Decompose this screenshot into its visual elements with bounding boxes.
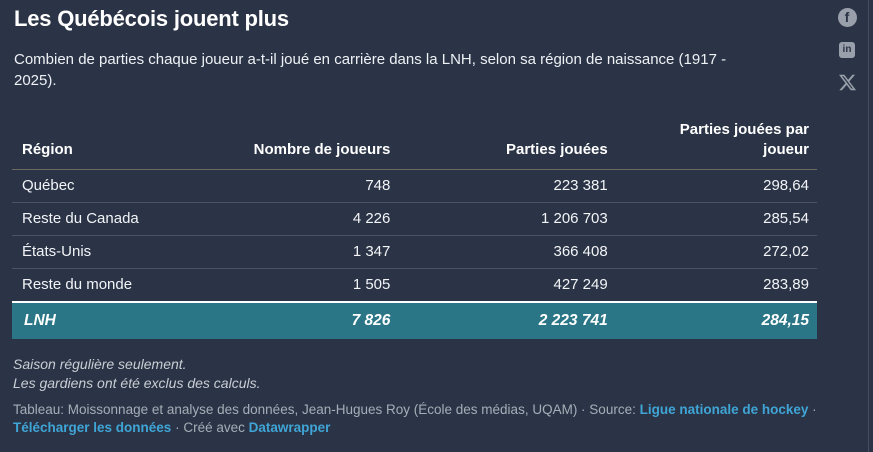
cell-region: États-Unis: [12, 235, 206, 269]
attribution-line: Tableau: Moissonnage et analyse des donn…: [13, 401, 861, 436]
cell-players: 748: [205, 169, 399, 203]
x-twitter-share-icon[interactable]: [838, 73, 857, 92]
total-players: 7 826: [205, 301, 399, 339]
column-header-players: Nombre de joueurs: [205, 120, 399, 170]
cell-players: 4 226: [205, 202, 399, 236]
total-games-per-player: 284,15: [615, 301, 817, 339]
cell-games-per-player: 283,89: [615, 268, 817, 303]
cell-players: 1 347: [205, 235, 399, 269]
page-edge-divider: [868, 0, 869, 452]
table-row: Reste du Canada 4 226 1 206 703 285,54: [12, 202, 817, 236]
cell-games-per-player: 285,54: [615, 202, 817, 236]
cell-region: Reste du Canada: [12, 202, 206, 236]
table-total-row: LNH 7 826 2 223 741 284,15: [12, 301, 817, 339]
page-title: Les Québécois jouent plus: [14, 6, 289, 31]
table-row: Québec 748 223 381 298,64: [12, 169, 817, 203]
attribution-separator: ·: [808, 402, 817, 417]
cell-games: 1 206 703: [398, 202, 616, 236]
cell-games-per-player: 272,02: [615, 235, 817, 269]
footnote-line: Saison régulière seulement.: [13, 356, 187, 372]
cell-region: Reste du monde: [12, 268, 206, 303]
cell-players: 1 505: [205, 268, 399, 303]
attribution-prefix: Tableau: Moissonnage et analyse des donn…: [13, 402, 640, 417]
chart-subtitle: Combien de parties chaque joueur a-t-il …: [14, 51, 727, 89]
footnote-line: Les gardiens ont été exclus des calculs.: [13, 374, 261, 391]
table-row: Reste du monde 1 505 427 249 283,89: [12, 268, 817, 303]
source-link[interactable]: Ligue nationale de hockey: [639, 402, 809, 417]
column-header-games-per-player: Parties jouées par joueur: [615, 120, 817, 170]
total-region: LNH: [12, 301, 206, 339]
cell-games: 366 408: [398, 235, 616, 269]
cell-games: 223 381: [398, 169, 616, 203]
attribution-separator: · Créé avec: [171, 419, 249, 435]
column-header-games: Parties jouées: [398, 120, 616, 170]
social-share-bar: f in: [836, 8, 858, 92]
download-data-link[interactable]: Télécharger les données: [13, 419, 172, 435]
linkedin-share-icon[interactable]: in: [839, 42, 855, 58]
cell-games: 427 249: [398, 268, 616, 303]
facebook-share-icon[interactable]: f: [837, 8, 857, 27]
total-games: 2 223 741: [398, 301, 616, 339]
cell-games-per-player: 298,64: [615, 169, 817, 203]
datawrapper-link[interactable]: Datawrapper: [248, 419, 331, 435]
column-header-region: Région: [12, 120, 206, 170]
cell-region: Québec: [12, 169, 206, 203]
table-footnotes: Saison régulière seulement. Les gardiens…: [13, 355, 260, 392]
table-header-row: Région Nombre de joueurs Parties jouées …: [12, 120, 817, 170]
table-row: États-Unis 1 347 366 408 272,02: [12, 235, 817, 269]
data-table: Région Nombre de joueurs Parties jouées …: [12, 120, 817, 339]
